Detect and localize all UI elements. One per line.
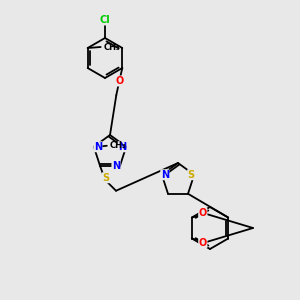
Text: S: S bbox=[188, 170, 195, 180]
Text: N: N bbox=[112, 161, 120, 171]
Text: CH₃: CH₃ bbox=[110, 141, 127, 150]
Text: O: O bbox=[115, 76, 123, 86]
Text: O: O bbox=[199, 238, 207, 248]
Text: S: S bbox=[102, 173, 110, 183]
Text: CH₃: CH₃ bbox=[104, 43, 120, 52]
Text: Cl: Cl bbox=[100, 15, 110, 25]
Text: O: O bbox=[199, 208, 207, 218]
Text: N: N bbox=[94, 142, 102, 152]
Text: N: N bbox=[161, 170, 169, 180]
Text: N: N bbox=[118, 142, 126, 152]
